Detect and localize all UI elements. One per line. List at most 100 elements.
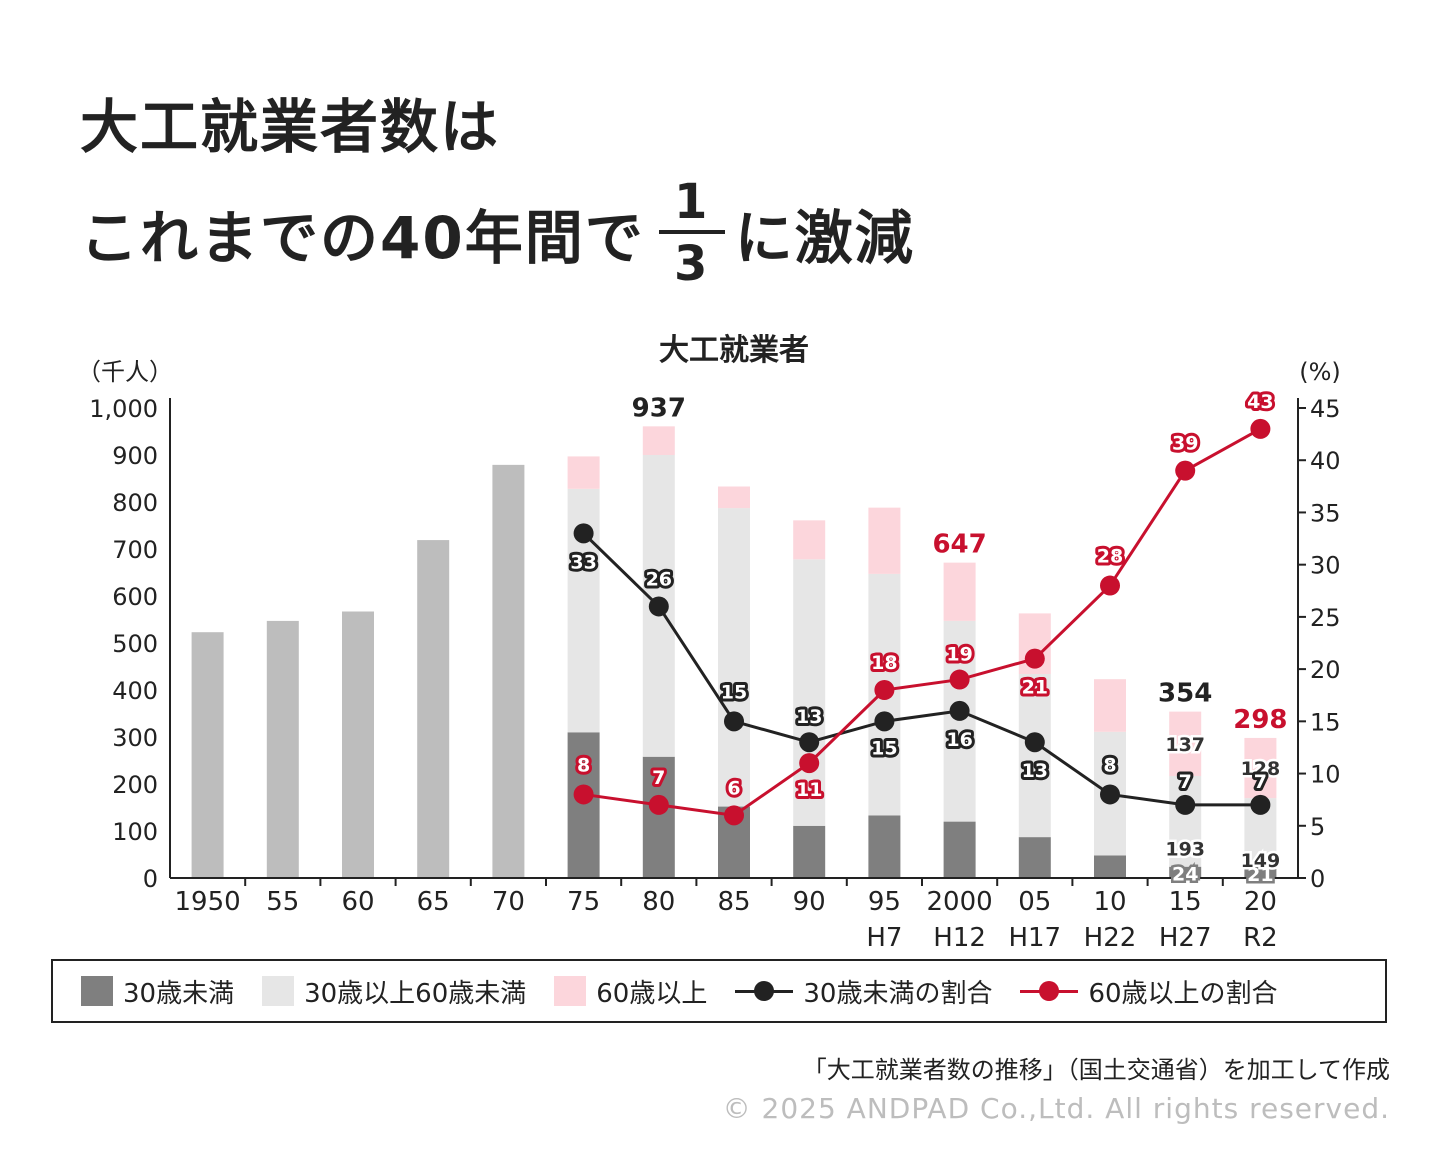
x-era-label: H12 [933, 923, 986, 953]
point-over60-ratio [724, 805, 744, 826]
line-over60-ratio [583, 427, 1262, 817]
bar-total [342, 611, 374, 878]
legend-label-under30: 30歳未満 [123, 978, 235, 1009]
x-era-label: H7 [866, 923, 902, 953]
x-tick-label: 05 [1018, 887, 1051, 917]
y-right-tick-label: 15 [1310, 708, 1341, 736]
point-label-under30-ratio: 13 [1022, 760, 1048, 782]
point-label-over60-ratio: 18 [871, 652, 897, 674]
chart: 大工就業者（千人） (%)0100200300400500600700800900… [77, 333, 1341, 953]
y-left-tick-label: 300 [112, 724, 158, 752]
y-right-tick-label: 25 [1310, 604, 1341, 632]
point-label-under30-ratio: 7 [1254, 771, 1267, 793]
y-right-tick-label: 30 [1310, 552, 1341, 580]
source-note: 「大工就業者数の推移」（国土交通省）を加工して作成 [802, 1056, 1390, 1084]
bar-over60 [868, 507, 901, 574]
fraction-numerator: 1 [674, 174, 710, 230]
total-label: 354 [1158, 679, 1212, 709]
segment-label-under30: 21 [1247, 864, 1273, 886]
headline-line2-post: に激減 [734, 204, 915, 272]
fraction: 1 3 [658, 174, 725, 288]
y-left-tick-label: 1,000 [89, 395, 158, 423]
point-under30-ratio [1175, 794, 1196, 815]
point-label-over60-ratio: 28 [1097, 546, 1123, 568]
point-label-under30-ratio: 26 [646, 568, 672, 590]
legend-swatch-mid [262, 976, 295, 1006]
headline-line2: これまでの40年間で 1 3 に激減 [80, 178, 915, 288]
bar-total [266, 620, 299, 878]
point-under30-ratio [1100, 784, 1120, 805]
y-right-tick-label: 20 [1310, 656, 1341, 684]
point-label-over60-ratio: 7 [652, 767, 665, 789]
y-left-unit: （千人） [77, 358, 173, 386]
x-tick-label: 85 [717, 887, 750, 917]
headline-line2-pre: これまでの40年間で [80, 204, 645, 272]
legend-item-over60: 60歳以上 [554, 973, 707, 1010]
point-under30-ratio [949, 700, 970, 721]
y-right-tick-label: 35 [1310, 499, 1341, 527]
headline-line1: 大工就業者数は [80, 93, 501, 161]
bar-over60 [718, 486, 750, 509]
point-label-over60-ratio: 43 [1247, 391, 1273, 413]
point-under30-ratio [648, 596, 669, 617]
y-left-tick-label: 800 [112, 489, 158, 517]
y-left-tick-label: 200 [112, 771, 158, 799]
bar-under30 [793, 825, 826, 878]
x-tick-label: 2000 [927, 887, 993, 917]
bar-over60 [793, 520, 826, 560]
x-tick-label: 95 [868, 887, 901, 917]
x-era-label: H27 [1159, 923, 1212, 953]
point-label-under30-ratio: 13 [796, 706, 822, 728]
point-under30-ratio [724, 711, 744, 732]
bar-over60 [1244, 737, 1277, 799]
legend-label-under30-ratio: 30歳未満の割合 [803, 978, 993, 1009]
bar-under30 [1244, 868, 1277, 878]
x-tick-label: 55 [266, 887, 299, 917]
y-left-tick-label: 100 [112, 818, 158, 846]
bar-mid [1169, 776, 1202, 867]
x-tick-label: 10 [1093, 887, 1126, 917]
point-label-over60-ratio: 6 [727, 777, 740, 799]
bar-mid [793, 559, 826, 826]
x-tick-label: 20 [1244, 887, 1277, 917]
bar-over60 [1094, 679, 1126, 732]
bar-total [191, 632, 224, 878]
point-label-over60-ratio: 21 [1022, 677, 1048, 699]
segment-label-under30: 24 [1172, 863, 1198, 885]
chart-title: 大工就業者 [659, 333, 809, 368]
point-label-under30-ratio: 7 [1179, 771, 1192, 793]
x-era-label: H17 [1008, 923, 1061, 953]
bar-under30 [868, 815, 901, 878]
point-over60-ratio [573, 784, 594, 805]
y-left-tick-label: 400 [112, 677, 158, 705]
bar-over60 [642, 426, 675, 455]
y-right-unit: (%) [1299, 358, 1341, 386]
point-over60-ratio [1175, 460, 1196, 481]
legend: 30歳未満 30歳以上60歳未満 60歳以上 30歳未満の割合 60歳以上の割合 [51, 959, 1387, 1023]
legend-swatch-under30 [81, 976, 113, 1006]
legend-label-mid: 30歳以上60歳未満 [304, 978, 527, 1009]
bar-under30 [567, 732, 600, 878]
legend-item-mid: 30歳以上60歳未満 [262, 973, 526, 1010]
copyright: © 2025 ANDPAD Co.,Ltd. All rights reserv… [722, 1092, 1390, 1125]
total-label: 647 [932, 530, 986, 560]
bar-total [417, 540, 450, 878]
point-under30-ratio [573, 523, 594, 544]
bar-under30 [943, 821, 976, 878]
point-over60-ratio [799, 753, 820, 774]
bar-mid [1018, 674, 1051, 838]
y-right-tick-label: 40 [1310, 447, 1341, 475]
point-under30-ratio [1250, 794, 1271, 815]
point-over60-ratio [1024, 648, 1045, 669]
y-left-tick-label: 600 [112, 583, 158, 611]
y-right-tick-label: 0 [1310, 865, 1325, 893]
point-label-over60-ratio: 19 [946, 644, 972, 666]
x-tick-label: 60 [341, 887, 374, 917]
x-tick-label: 1950 [175, 887, 241, 917]
point-over60-ratio [874, 680, 895, 700]
x-tick-label: 90 [793, 887, 826, 917]
x-era-label: R2 [1243, 923, 1278, 953]
legend-line-under30-ratio [735, 976, 794, 1006]
y-left-tick-label: 0 [143, 865, 158, 893]
bar-under30 [1169, 866, 1202, 878]
